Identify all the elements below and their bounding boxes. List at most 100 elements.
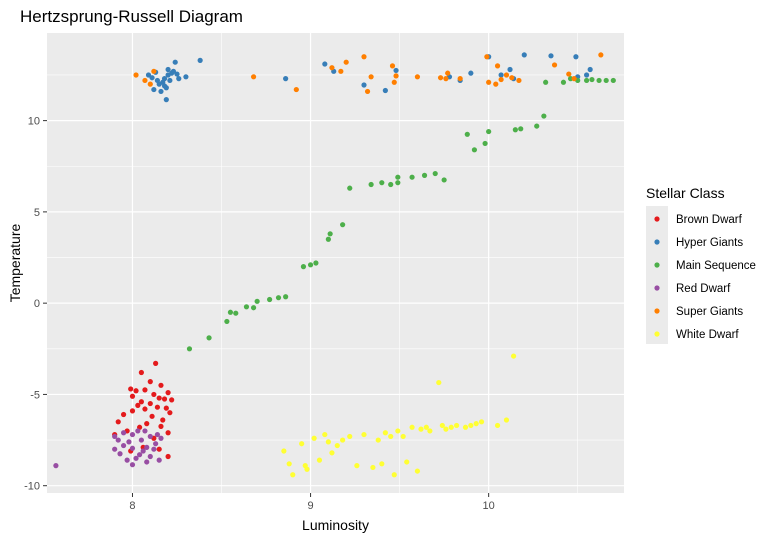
point-brown-dwarf — [120, 411, 127, 418]
point-white-dwarf — [388, 433, 394, 440]
point-main-sequence — [313, 260, 319, 266]
point-white-dwarf — [299, 441, 305, 447]
point-super-giants — [343, 59, 349, 65]
point-white-dwarf — [503, 417, 510, 423]
point-main-sequence — [379, 180, 385, 186]
point-hyper-giants — [548, 53, 554, 59]
point-white-dwarf — [379, 461, 385, 467]
point-brown-dwarf — [161, 396, 168, 402]
point-white-dwarf — [418, 426, 424, 432]
point-main-sequence — [560, 79, 567, 85]
point-red-dwarf — [126, 439, 132, 445]
legend-key-super-giants — [654, 308, 660, 314]
point-hyper-giants — [165, 66, 171, 73]
point-white-dwarf — [316, 457, 323, 463]
point-main-sequence — [471, 147, 478, 153]
point-red-dwarf — [142, 428, 148, 434]
point-white-dwarf — [439, 422, 445, 429]
point-brown-dwarf — [156, 446, 162, 452]
point-white-dwarf — [290, 472, 296, 478]
point-super-giants — [484, 54, 490, 60]
point-white-dwarf — [427, 428, 433, 434]
point-brown-dwarf — [128, 386, 134, 392]
point-red-dwarf — [154, 431, 161, 438]
legend-title: Stellar Class — [646, 185, 725, 201]
point-hyper-giants — [197, 57, 203, 63]
point-main-sequence — [340, 222, 346, 228]
point-super-giants — [133, 72, 139, 78]
point-super-giants — [361, 54, 367, 60]
point-white-dwarf — [391, 472, 397, 478]
legend-key-hyper-giants — [654, 239, 660, 245]
point-main-sequence — [441, 177, 447, 183]
point-white-dwarf — [423, 424, 429, 430]
point-brown-dwarf — [142, 406, 148, 412]
point-red-dwarf — [151, 446, 157, 452]
point-hyper-giants — [154, 77, 161, 84]
point-main-sequence — [388, 181, 394, 188]
point-red-dwarf — [147, 433, 153, 440]
point-white-dwarf — [453, 422, 460, 429]
point-white-dwarf — [354, 463, 360, 469]
point-super-giants — [338, 68, 344, 74]
point-main-sequence — [300, 264, 307, 270]
point-main-sequence — [224, 318, 230, 325]
legend-label-hyper-giants: Hyper Giants — [676, 237, 743, 249]
legend-label-red-dwarf: Red Dwarf — [676, 283, 731, 295]
point-super-giants — [151, 68, 157, 74]
legend-key-red-dwarf — [654, 285, 660, 291]
point-main-sequence — [368, 181, 374, 188]
point-super-giants — [414, 74, 421, 80]
point-brown-dwarf — [147, 379, 153, 385]
point-hyper-giants — [382, 87, 388, 94]
legend-items: Brown Dwarf Hyper Giants Main Sequence Red … — [646, 206, 756, 344]
point-hyper-giants — [167, 77, 173, 84]
point-main-sequence — [589, 76, 595, 83]
point-main-sequence — [541, 113, 547, 119]
x-tick-label: 10 — [483, 500, 495, 512]
x-axis-label: Luminosity — [302, 517, 369, 533]
point-brown-dwarf — [151, 391, 157, 398]
point-super-giants — [457, 76, 463, 82]
point-main-sequence — [243, 304, 250, 310]
legend-label-white-dwarf: White Dwarf — [676, 329, 739, 341]
point-brown-dwarf — [149, 413, 155, 419]
point-super-giants — [329, 65, 335, 71]
point-red-dwarf — [112, 433, 118, 440]
point-hyper-giants — [393, 67, 399, 74]
point-white-dwarf — [436, 379, 442, 386]
point-main-sequence — [283, 294, 289, 300]
point-red-dwarf — [115, 437, 121, 443]
point-main-sequence — [610, 77, 616, 84]
point-brown-dwarf — [169, 397, 175, 403]
point-hyper-giants — [149, 75, 155, 81]
point-super-giants — [493, 81, 499, 87]
point-main-sequence — [347, 185, 353, 191]
grid-lines — [47, 33, 624, 493]
point-white-dwarf — [414, 468, 421, 474]
point-main-sequence — [486, 128, 492, 135]
point-super-giants — [498, 76, 504, 83]
legend-label-main-sequence: Main Sequence — [676, 260, 756, 272]
point-super-giants — [368, 74, 374, 80]
point-brown-dwarf — [129, 393, 136, 399]
point-brown-dwarf — [158, 423, 164, 429]
point-brown-dwarf — [142, 387, 148, 393]
y-axis-label: Temperature — [7, 223, 23, 302]
y-tick-label: -5 — [30, 389, 40, 401]
point-white-dwarf — [395, 428, 401, 434]
point-brown-dwarf — [135, 402, 141, 408]
point-white-dwarf — [462, 424, 469, 430]
legend-label-super-giants: Super Giants — [676, 306, 743, 318]
data-points — [53, 52, 616, 478]
point-super-giants — [142, 77, 148, 84]
point-main-sequence — [227, 309, 234, 315]
point-red-dwarf — [138, 437, 144, 443]
point-white-dwarf — [448, 424, 454, 430]
point-super-giants — [147, 81, 153, 87]
point-super-giants — [364, 88, 371, 95]
point-brown-dwarf — [165, 390, 171, 396]
point-white-dwarf — [361, 431, 367, 438]
point-super-giants — [571, 76, 577, 82]
point-main-sequence — [327, 231, 333, 237]
